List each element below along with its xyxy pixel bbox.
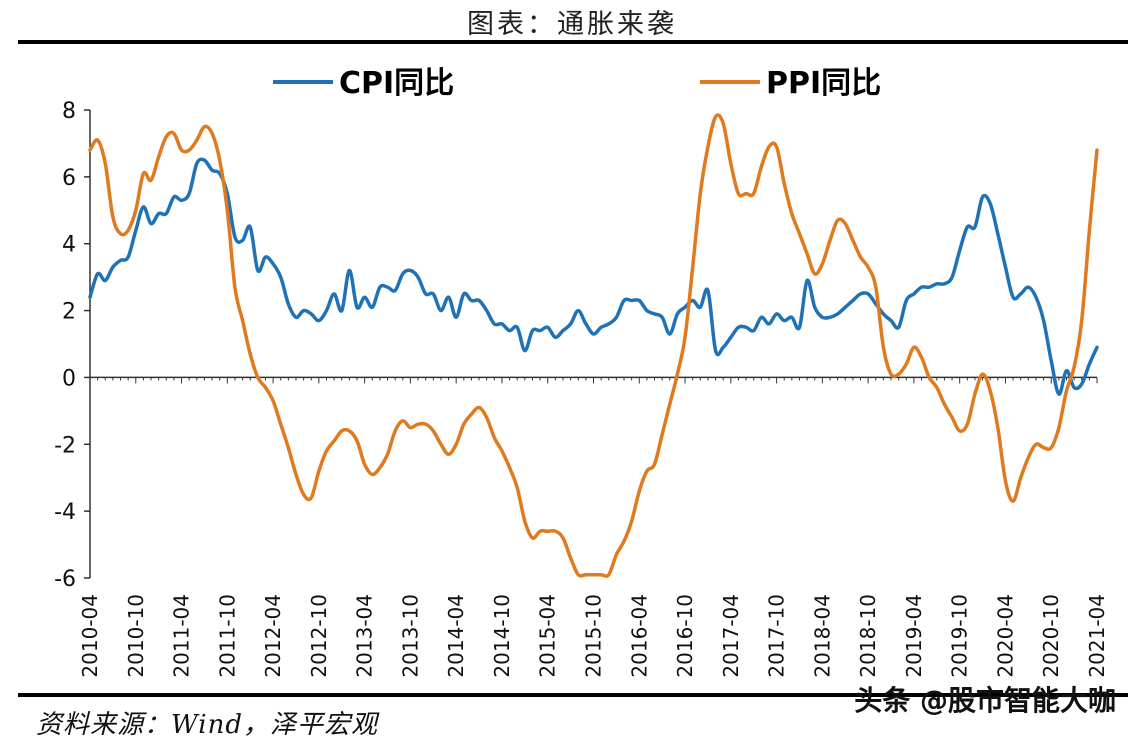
- x-tick-label: 2011-04: [170, 594, 194, 678]
- x-tick-label: 2019-10: [948, 594, 972, 678]
- source-note: 资料来源：Wind，泽平宏观: [36, 710, 378, 740]
- y-axis: -6 -4 -2 0 2 4 6 8: [54, 99, 91, 592]
- x-tick-label: 2019-04: [902, 594, 926, 678]
- top-divider: [18, 40, 1128, 44]
- legend: CPI同比 PPI同比: [273, 66, 881, 101]
- x-tick-label: 2014-10: [490, 594, 514, 678]
- legend-label-cpi: CPI同比: [339, 66, 454, 101]
- x-tick-label: 2018-04: [810, 594, 834, 678]
- x-tick-label: 2014-04: [444, 594, 468, 678]
- y-tick-label: 8: [62, 99, 76, 124]
- x-tick-label: 2017-04: [719, 594, 743, 678]
- x-tick-label: 2020-10: [1039, 594, 1063, 678]
- y-tick-label: 0: [62, 366, 76, 391]
- series-layer: [88, 113, 1099, 578]
- x-tick-label: 2018-10: [856, 594, 880, 678]
- x-tick-label: 2016-04: [627, 594, 651, 678]
- y-tick-label: 6: [62, 166, 76, 191]
- x-tick-label: 2012-10: [307, 594, 331, 678]
- x-tick-label: 2021-04: [1085, 594, 1109, 678]
- cpi-series-line: [88, 157, 1099, 396]
- y-tick-label: 4: [62, 233, 76, 258]
- x-tick-label: 2013-10: [398, 594, 422, 678]
- x-axis: 2010-04 2010-10 2011-04 2011-10 2012-04 2012-…: [78, 376, 1109, 678]
- legend-label-ppi: PPI同比: [766, 66, 881, 101]
- x-tick-label: 2012-04: [261, 594, 285, 678]
- x-tick-label: 2015-10: [582, 594, 606, 678]
- x-tick-label: 2016-10: [673, 594, 697, 678]
- x-tick-label: 2010-04: [78, 594, 102, 678]
- x-tick-label: 2011-10: [215, 594, 239, 678]
- y-tick-label: 2: [62, 300, 76, 325]
- bottom-divider: [18, 693, 1128, 697]
- watermark: 头条 @股市智能大咖: [854, 684, 1116, 717]
- ppi-series-line: [88, 113, 1099, 578]
- x-tick-label: 2020-04: [993, 594, 1017, 678]
- chart-title: 图表：通胀来袭: [467, 9, 677, 40]
- y-tick-label: -2: [54, 433, 76, 458]
- x-tick-label: 2015-04: [536, 594, 560, 678]
- y-tick-label: -4: [54, 500, 76, 525]
- x-tick-label: 2010-10: [124, 594, 148, 678]
- y-tick-label: -6: [54, 567, 76, 592]
- x-tick-label: 2013-04: [353, 594, 377, 678]
- x-tick-label: 2017-10: [765, 594, 789, 678]
